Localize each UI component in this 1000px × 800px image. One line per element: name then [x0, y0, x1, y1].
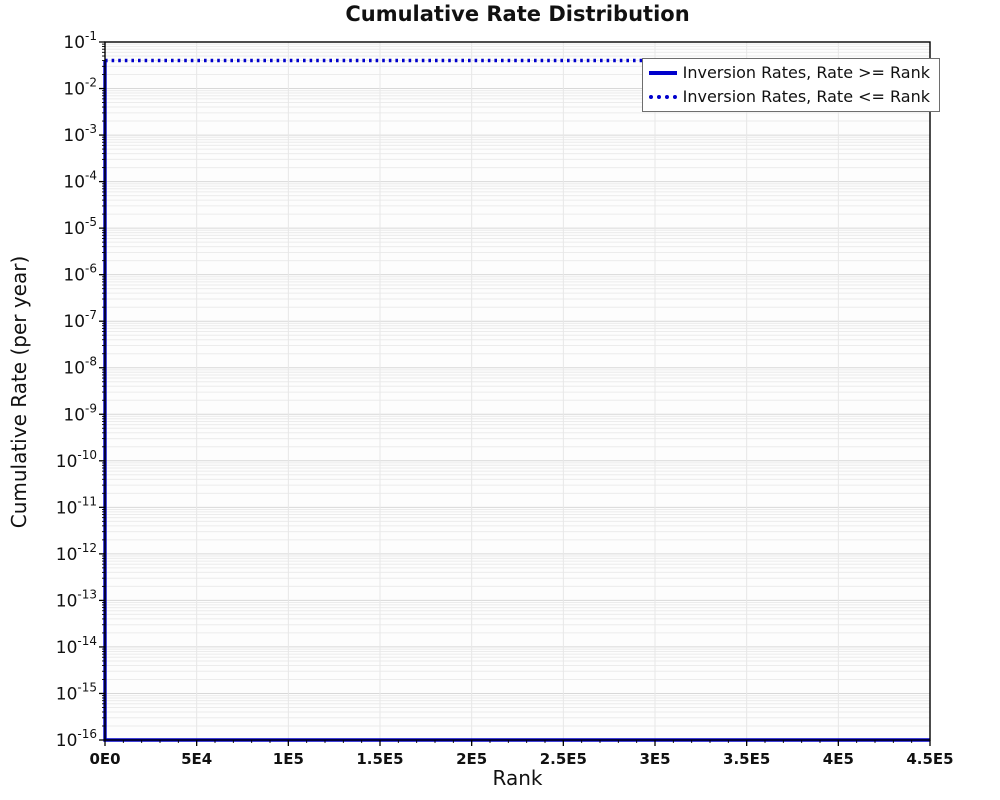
svg-text:1.5E5: 1.5E5	[356, 750, 403, 768]
svg-text:4E5: 4E5	[823, 750, 854, 768]
svg-text:10-7: 10-7	[63, 308, 97, 332]
svg-text:2.5E5: 2.5E5	[540, 750, 587, 768]
svg-text:0E0: 0E0	[89, 750, 120, 768]
svg-text:10-15: 10-15	[56, 680, 97, 704]
legend-label-rate-ge-rank: Inversion Rates, Rate >= Rank	[682, 63, 930, 82]
dotted-line-sample-icon	[648, 94, 677, 99]
legend-label-rate-le-rank: Inversion Rates, Rate <= Rank	[682, 87, 930, 106]
svg-text:3E5: 3E5	[639, 750, 670, 768]
svg-text:10-2: 10-2	[63, 76, 97, 100]
svg-text:10-10: 10-10	[56, 448, 97, 472]
svg-text:10-6: 10-6	[63, 262, 97, 286]
svg-text:5E4: 5E4	[181, 750, 212, 768]
svg-text:10-16: 10-16	[56, 727, 97, 751]
legend-entry-rate-le-rank: Inversion Rates, Rate <= Rank	[648, 87, 930, 106]
svg-text:10-4: 10-4	[63, 169, 97, 193]
svg-text:3.5E5: 3.5E5	[723, 750, 770, 768]
svg-text:10-8: 10-8	[63, 355, 97, 379]
svg-text:10-12: 10-12	[56, 541, 97, 565]
legend: Inversion Rates, Rate >= Rank Inversion …	[641, 58, 940, 112]
svg-text:1E5: 1E5	[273, 750, 304, 768]
svg-text:10-11: 10-11	[56, 494, 97, 518]
y-axis-label: Cumulative Rate (per year)	[7, 255, 31, 529]
chart-title: Cumulative Rate Distribution	[345, 2, 690, 26]
svg-text:4.5E5: 4.5E5	[906, 750, 953, 768]
svg-text:10-5: 10-5	[63, 215, 97, 239]
svg-text:10-1: 10-1	[63, 29, 97, 53]
svg-text:2E5: 2E5	[456, 750, 487, 768]
svg-text:10-3: 10-3	[63, 122, 97, 146]
svg-text:10-9: 10-9	[63, 401, 97, 425]
svg-text:10-14: 10-14	[56, 634, 97, 658]
solid-line-sample-icon	[648, 70, 677, 75]
legend-entry-rate-ge-rank: Inversion Rates, Rate >= Rank	[648, 63, 930, 82]
svg-text:10-13: 10-13	[56, 587, 97, 611]
x-axis-label: Rank	[492, 766, 543, 790]
